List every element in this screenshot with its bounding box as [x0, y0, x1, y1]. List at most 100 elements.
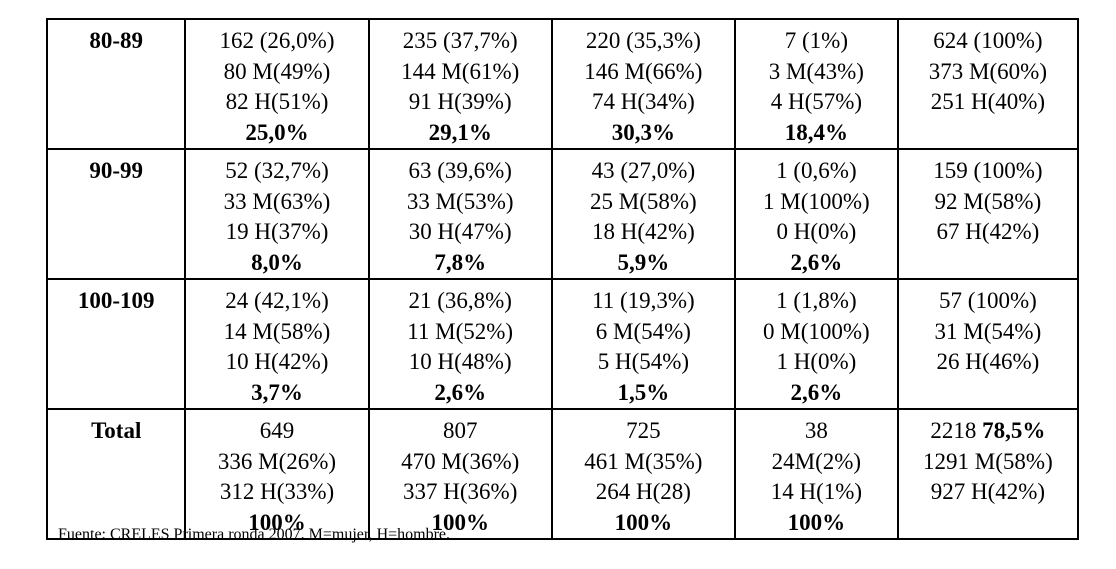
table-cell: 624 (100%) 373 M(60%) 251 H(40%): [896, 18, 1080, 150]
cell-line: 31 M(54%): [934, 318, 1042, 344]
cell-line: 264 H(28): [595, 479, 691, 504]
cell-line: 144 M(61%): [401, 58, 520, 84]
cell-line: 10 H(42%): [225, 349, 329, 374]
cell-line: 0 H(0%): [776, 219, 857, 244]
cell-line: 30 H(47%): [408, 219, 512, 244]
cell-percent: 8,0%: [251, 249, 303, 275]
table-cell: 21 (36,8%) 11 M(52%) 10 H(48%) 2,6%: [367, 278, 553, 410]
cell-line: 24 (42,1%): [225, 288, 329, 313]
cell-line: 235 (37,7%): [402, 28, 518, 53]
cell-line: 312 H(33%): [219, 479, 335, 504]
cell-line: 1 (1,8%): [776, 288, 857, 313]
table-cell: 235 (37,7%) 144 M(61%) 91 H(39%) 29,1%: [367, 18, 553, 150]
cell-line: 373 M(60%): [928, 58, 1047, 84]
cell-line: 91 H(39%): [408, 89, 512, 114]
cell-line: 4 H(57%): [770, 89, 863, 114]
cell-line: 92 M(58%): [934, 188, 1042, 214]
cell-line: 67 H(42%): [936, 219, 1040, 244]
cell-line: 1291 M(58%): [923, 448, 1053, 474]
cell-line: 7 (1%): [784, 28, 848, 53]
cell-line: 11 (19,3%): [592, 288, 695, 313]
cell-line: 25 M(58%): [590, 188, 697, 214]
cell-line: 461 M(35%): [584, 448, 703, 474]
cell-line: 2218 78,5%: [903, 416, 1073, 447]
cell-line: 82 H(51%): [225, 89, 329, 114]
table-row: Total 649 336 M(26%) 312 H(33%) 100% 807 470 M…: [45, 408, 1080, 540]
cell-line: 220 (35,3%): [585, 28, 701, 53]
cell-percent: 25,0%: [245, 119, 309, 145]
table-cell: 43 (27,0%) 25 M(58%) 18 H(42%) 5,9%: [550, 148, 736, 280]
cell-percent: 5,9%: [617, 249, 670, 275]
cell-percent: 100%: [614, 509, 673, 535]
cell-line: 14 M(58%): [223, 318, 331, 344]
table-cell: 2218 78,5% 1291 M(58%) 927 H(42%): [896, 408, 1080, 540]
grand-total-percent: 78,5%: [982, 418, 1046, 443]
cell-line: 14 H(1%): [770, 479, 863, 504]
cell-percent: 2,6%: [790, 379, 843, 405]
cell-line: 251 H(40%): [930, 89, 1046, 114]
cell-percent: 29,1%: [428, 119, 492, 145]
table-cell: 52 (32,7%) 33 M(63%) 19 H(37%) 8,0%: [184, 148, 370, 280]
cell-percent: 7,8%: [434, 249, 487, 275]
cell-line: 159 (100%): [933, 158, 1043, 183]
cell-line: 162 (26,0%): [219, 28, 335, 53]
cell-line: 21 (36,8%): [408, 288, 512, 313]
cell-line: 33 M(63%): [223, 188, 331, 214]
cell-percent: 3,7%: [251, 379, 303, 405]
table-cell: 11 (19,3%) 6 M(54%) 5 H(54%) 1,5%: [550, 278, 736, 410]
cell-line: 725: [626, 418, 661, 443]
table-cell: 649 336 M(26%) 312 H(33%) 100%: [184, 408, 370, 540]
cell-line: 63 (39,6%): [408, 158, 512, 183]
table-row: 100-109 24 (42,1%) 14 M(58%) 10 H(42%) 3,7% 2…: [45, 278, 1080, 410]
cell-line: 74 H(34%): [591, 89, 695, 114]
cell-percent: 2,6%: [790, 249, 843, 275]
cell-line: 1 (0,6%): [776, 158, 857, 183]
table-cell: 7 (1%) 3 M(43%) 4 H(57%) 18,4%: [733, 18, 899, 150]
cell-line: 52 (32,7%): [225, 158, 329, 183]
cell-line: 26 H(46%): [936, 349, 1040, 374]
cell-line: 33 M(53%): [406, 188, 514, 214]
cell-percent: 30,3%: [611, 119, 675, 145]
cell-line: 80 M(49%): [223, 58, 331, 84]
table-cell: 807 470 M(36%) 337 H(36%) 100%: [367, 408, 553, 540]
table-row: 90-99 52 (32,7%) 33 M(63%) 19 H(37%) 8,0% 63 …: [45, 148, 1080, 280]
cell-percent: 18,4%: [784, 119, 848, 145]
table-cell: 24 (42,1%) 14 M(58%) 10 H(42%) 3,7%: [184, 278, 370, 410]
cell-line: 336 M(26%): [217, 448, 337, 474]
cell-percent: 100%: [787, 509, 846, 535]
cell-line: 5 H(54%): [597, 349, 690, 374]
cell-line: 43 (27,0%): [591, 158, 696, 183]
cell-line: 1 H(0%): [776, 349, 857, 374]
cell-line: 927 H(42%): [930, 479, 1046, 504]
row-label: Total: [45, 408, 187, 540]
row-label: 90-99: [45, 148, 187, 280]
cell-line: 24M(2%): [771, 448, 862, 474]
cell-line: 146 M(66%): [584, 58, 703, 84]
cell-percent: 1,5%: [617, 379, 670, 405]
table-cell: 159 (100%) 92 M(58%) 67 H(42%): [896, 148, 1080, 280]
cell-line: 649: [259, 418, 295, 443]
table-cell: 1 (0,6%) 1 M(100%) 0 H(0%) 2,6%: [733, 148, 899, 280]
cell-line: 10 H(48%): [408, 349, 512, 374]
cell-percent: 2,6%: [434, 379, 487, 405]
cell-line: 2218: [930, 418, 977, 443]
table-cell: 57 (100%) 31 M(54%) 26 H(46%): [896, 278, 1080, 410]
table-cell: 162 (26,0%) 80 M(49%) 82 H(51%) 25,0%: [184, 18, 370, 150]
cell-line: 57 (100%): [939, 288, 1037, 313]
footnote: Fuente: CRELES Primera ronda 2007. M=muj…: [58, 526, 451, 543]
table-cell: 1 (1,8%) 0 M(100%) 1 H(0%) 2,6%: [733, 278, 899, 410]
table-cell: 725 461 M(35%) 264 H(28) 100%: [550, 408, 736, 540]
cell-line: 6 M(54%): [595, 318, 691, 344]
cell-line: 1 M(100%): [763, 188, 870, 214]
cell-line: 470 M(36%): [401, 448, 520, 474]
data-table: 80-89 162 (26,0%) 80 M(49%) 82 H(51%) 25,0% 2…: [45, 18, 1080, 540]
cell-line: 18 H(42%): [591, 219, 695, 244]
cell-line: 38: [804, 418, 828, 443]
row-label: 100-109: [45, 278, 187, 410]
cell-percent: 100%: [248, 509, 306, 535]
table-row: 80-89 162 (26,0%) 80 M(49%) 82 H(51%) 25,0% 2…: [45, 18, 1080, 150]
cell-line: 0 M(100%): [763, 318, 870, 344]
table-cell: 63 (39,6%) 33 M(53%) 30 H(47%) 7,8%: [367, 148, 553, 280]
cell-line: 3 M(43%): [768, 58, 864, 84]
cell-percent: 100%: [431, 509, 489, 535]
